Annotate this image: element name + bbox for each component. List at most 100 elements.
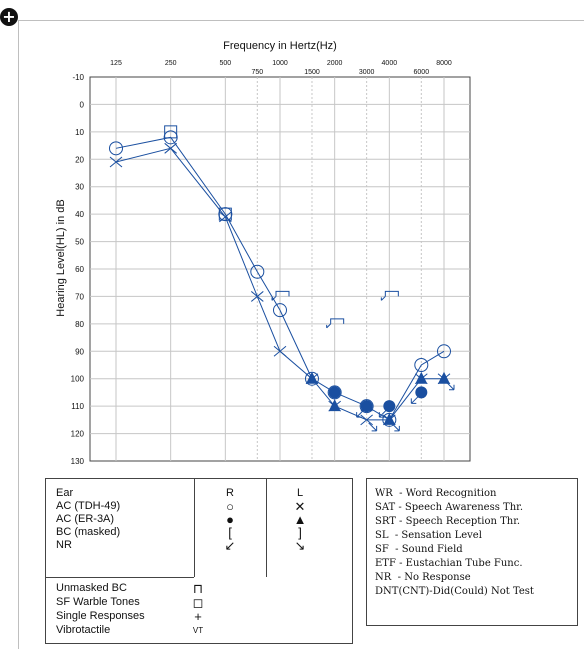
y-tick-label: 60: [75, 265, 84, 274]
plus-icon: +: [194, 609, 202, 624]
y-tick-label: 100: [71, 375, 85, 384]
y-tick-label: 0: [80, 100, 85, 109]
y-tick-label: 30: [75, 183, 84, 192]
legend-row-label: AC (ER-3A): [56, 513, 115, 525]
y-tick-label: 110: [71, 402, 84, 411]
abbreviation-item: SL - Sensation Level: [375, 530, 482, 541]
abbreviation-item: SRT - Speech Reception Thr.: [375, 516, 521, 527]
legend-divider: [46, 577, 194, 578]
triangle-filled-icon: ▲: [293, 512, 307, 527]
circle-filled-icon: ●: [226, 512, 234, 527]
triangle-filled-marker: [360, 399, 373, 412]
arrow-right-marker: [368, 422, 378, 432]
abbreviation-item: ETF - Eustachian Tube Func.: [375, 558, 523, 569]
abbreviation-item: DNT(CNT)-Did(Could) Not Test: [375, 586, 534, 597]
triangle-filled-marker: [415, 371, 428, 384]
bracket-right-marker-arrow: [326, 323, 332, 329]
x-mark-icon: ✕: [294, 499, 306, 514]
circle-open-marker: [437, 344, 451, 359]
x-tick-label: 500: [219, 60, 231, 67]
x-tick-label: 4000: [382, 60, 398, 67]
x-tick-label: 125: [110, 60, 122, 67]
y-tick-label: 50: [75, 238, 84, 247]
x-tick-label: 750: [251, 69, 263, 76]
audiogram-chart: -10 0 10 20 30 40 50 60 70 80 90 100 110 120 130 125 250…: [71, 60, 471, 466]
chart-title: Frequency in Hertz(Hz): [223, 40, 337, 52]
y-tick-label: 20: [75, 155, 84, 164]
bracket-right-icon: ]: [298, 525, 302, 540]
x-marker: [164, 142, 177, 154]
x-marker: [360, 414, 373, 426]
arrow-right-marker: [390, 422, 400, 432]
triangle-filled-marker: [383, 412, 396, 425]
abbreviation-item: SF - Sound Field: [375, 544, 463, 555]
square-open-marker: [218, 207, 232, 221]
legend-row-label: Unmasked BC: [56, 582, 127, 594]
bracket-right-marker-arrow: [271, 296, 277, 301]
legend-ear-header: Ear: [56, 487, 74, 499]
frame-left-line: [18, 20, 19, 649]
bracket-left-icon: [: [228, 525, 232, 540]
legend-divider: [194, 479, 195, 577]
x-tick-label: 3000: [359, 69, 375, 76]
y-tick-label: 10: [75, 128, 84, 137]
abbreviation-legend: WR - Word Recognition SAT - Speech Aware…: [366, 478, 578, 626]
bracket-right-marker: [330, 318, 345, 324]
circle-open-icon: ○: [226, 499, 234, 514]
legend-right-header: R: [226, 487, 234, 499]
legend-row-label: Single Responses: [56, 610, 145, 622]
circle-filled-marker: [328, 386, 341, 399]
y-tick-label: 90: [75, 347, 84, 356]
circle-open-marker: [250, 264, 265, 279]
symbol-legend: Ear R L AC (TDH-49) ○ ✕ AC (ER-3A) ● ▲ B…: [45, 478, 353, 644]
unmasked-bc-icon: ⊓: [192, 581, 204, 596]
circle-open-marker: [414, 358, 429, 372]
y-tick-label: 40: [75, 210, 84, 219]
legend-row-label: AC (TDH-49): [56, 500, 121, 512]
y-tick-label: -10: [72, 73, 84, 82]
x-tick-label: 250: [165, 60, 177, 67]
x-tick-label: 8000: [436, 60, 452, 67]
x-tick-label: 1000: [272, 60, 288, 67]
triangle-filled-marker: [305, 371, 318, 384]
bracket-right-marker: [384, 290, 399, 297]
arrow-left-marker: [356, 408, 365, 418]
arrow-down-right-icon: ↘: [294, 538, 306, 553]
square-open-icon: ◻: [192, 595, 204, 610]
arrow-down-left-icon: ↙: [224, 538, 236, 553]
x-tick-label: 1500: [304, 69, 320, 76]
circle-filled-marker: [383, 400, 396, 413]
vibrotactile-icon: VT: [192, 626, 204, 635]
add-icon[interactable]: +: [0, 8, 18, 26]
square-open-marker: [164, 125, 178, 139]
bracket-right-marker: [275, 290, 290, 297]
legend-divider: [266, 479, 267, 577]
triangle-filled-marker: [328, 399, 341, 412]
abbreviation-item: WR - Word Recognition: [375, 488, 497, 499]
frame-top-line: [18, 20, 584, 21]
circle-open-marker: [273, 303, 287, 318]
arrow-right-marker: [445, 381, 455, 391]
arrow-left-marker: [410, 395, 420, 404]
legend-row-label: SF Warble Tones: [56, 596, 140, 608]
legend-row-label: BC (masked): [56, 526, 121, 538]
arrow-left-marker: [378, 408, 388, 418]
x-marker: [250, 291, 264, 302]
abbreviation-item: NR - No Response: [375, 572, 471, 583]
x-tick-label: 6000: [414, 69, 430, 76]
y-tick-label: 80: [75, 320, 84, 329]
circle-open-marker: [109, 141, 123, 156]
legend-left-header: L: [296, 487, 304, 499]
x-tick-label: 2000: [327, 60, 343, 67]
y-tick-label: 130: [71, 457, 85, 466]
legend-row-label: Vibrotactile: [56, 624, 111, 636]
circle-open-marker: [327, 385, 342, 400]
x-marker: [109, 156, 123, 168]
bracket-right-marker-arrow: [380, 296, 386, 301]
abbreviation-item: SAT - Speech Awareness Thr.: [375, 502, 524, 513]
y-tick-label: 70: [75, 292, 84, 301]
y-tick-label: 120: [71, 430, 85, 439]
x-marker: [273, 345, 287, 357]
circle-filled-marker: [415, 386, 428, 399]
triangle-filled-marker: [438, 371, 450, 384]
